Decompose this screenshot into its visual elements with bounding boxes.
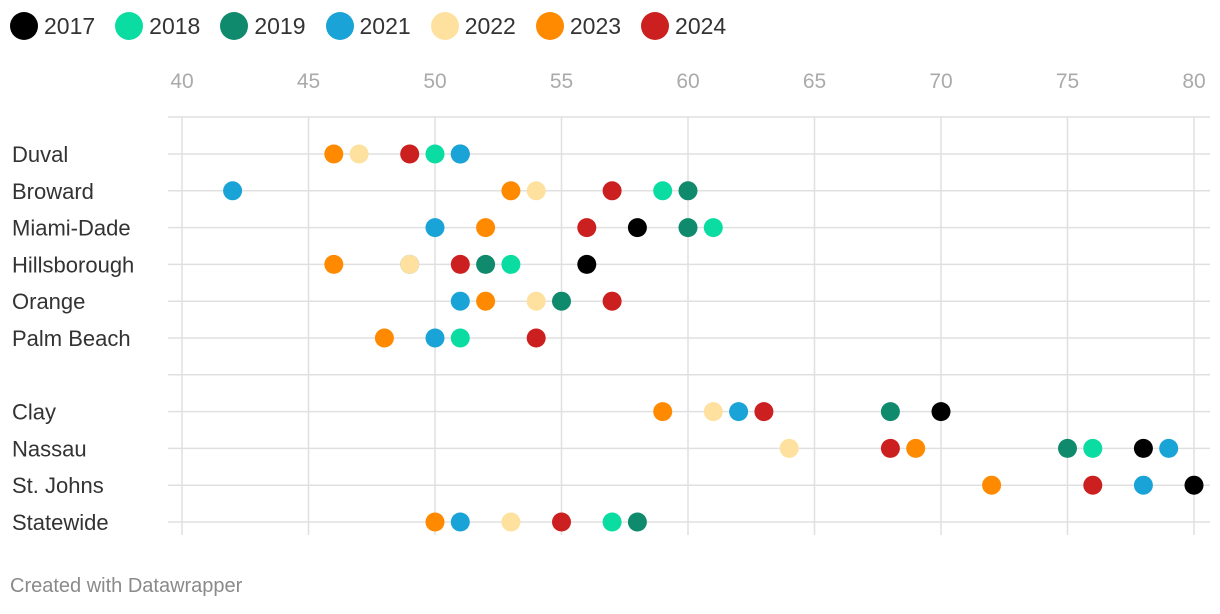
data-point-2021 xyxy=(425,328,445,348)
category-label: Broward xyxy=(12,179,94,204)
data-point-2018 xyxy=(450,328,470,348)
data-point-2018 xyxy=(1083,438,1103,458)
legend-item: 2019 xyxy=(220,12,306,40)
data-point-2021 xyxy=(1159,438,1179,458)
data-point-2017 xyxy=(1133,438,1153,458)
data-point-2019 xyxy=(476,254,496,274)
data-point-2023 xyxy=(324,254,344,274)
legend-swatch xyxy=(325,12,354,40)
data-point-2022 xyxy=(501,512,521,532)
data-point-2021 xyxy=(729,402,749,422)
x-tick-label: 80 xyxy=(1182,70,1205,93)
dot-plot-chart: 40 45 50 55 60 65 70 75 80 Duval Broward Miami-Dade… xyxy=(12,70,1210,535)
x-tick-label: 50 xyxy=(423,70,446,93)
category-label: Nassau xyxy=(12,436,87,461)
legend-swatch xyxy=(115,12,144,40)
data-point-2023 xyxy=(476,291,496,311)
legend-label: 2022 xyxy=(464,12,516,39)
legend-label: 2021 xyxy=(359,12,411,39)
data-point-2018 xyxy=(501,254,521,274)
legend-label: 2017 xyxy=(44,12,96,39)
legend-swatch xyxy=(430,12,459,40)
legend-label: 2024 xyxy=(675,12,727,39)
x-tick-label: 65 xyxy=(803,70,826,93)
legend-label: 2023 xyxy=(569,12,622,39)
data-point-2024 xyxy=(602,181,622,201)
legend-item: 2021 xyxy=(325,12,411,40)
x-tick-label: 45 xyxy=(297,70,320,93)
chart-legend: 2017 2018 2019 2021 2022 2023 2024 xyxy=(10,10,746,42)
x-tick-label: 60 xyxy=(676,70,699,93)
data-point-2022 xyxy=(400,254,420,274)
category-label: Clay xyxy=(12,400,56,425)
data-point-2017 xyxy=(627,218,647,238)
data-point-2018 xyxy=(653,181,673,201)
data-point-2021 xyxy=(450,291,470,311)
x-tick-label: 55 xyxy=(550,70,573,93)
data-point-2018 xyxy=(425,144,445,164)
data-point-2023 xyxy=(906,438,926,458)
data-point-2019 xyxy=(627,512,647,532)
data-point-2023 xyxy=(425,512,445,532)
data-point-2024 xyxy=(400,144,420,164)
data-point-2021 xyxy=(223,181,243,201)
data-point-2021 xyxy=(425,218,445,238)
data-point-2022 xyxy=(779,438,799,458)
data-point-2023 xyxy=(501,181,521,201)
data-point-2019 xyxy=(1058,438,1077,458)
category-label: Statewide xyxy=(12,510,109,535)
category-label: St. Johns xyxy=(12,473,104,498)
data-point-2024 xyxy=(577,218,597,238)
legend-item: 2022 xyxy=(430,12,516,40)
data-point-2024 xyxy=(1083,475,1103,495)
legend-label: 2019 xyxy=(254,12,306,39)
x-tick-label: 40 xyxy=(170,70,193,93)
legend-item: 2024 xyxy=(641,12,726,40)
legend-swatch xyxy=(10,12,38,40)
legend-swatch xyxy=(220,12,249,40)
footer-credit: Created with Datawrapper xyxy=(10,575,243,597)
legend-swatch xyxy=(641,12,670,40)
data-point-2024 xyxy=(526,328,546,348)
data-point-2019 xyxy=(678,181,698,201)
data-point-2018 xyxy=(703,218,723,238)
category-label: Miami-Dade xyxy=(12,216,131,241)
category-label: Orange xyxy=(12,289,85,314)
data-point-2022 xyxy=(349,144,369,164)
data-point-2024 xyxy=(450,254,470,274)
legend-item: 2018 xyxy=(115,12,200,40)
data-point-2023 xyxy=(653,402,673,422)
data-point-2021 xyxy=(450,144,470,164)
x-tick-label: 70 xyxy=(929,70,952,93)
data-point-2024 xyxy=(880,438,900,458)
data-point-2019 xyxy=(880,402,900,422)
category-label: Palm Beach xyxy=(12,326,131,351)
data-point-2021 xyxy=(450,512,470,532)
data-point-2017 xyxy=(1184,475,1204,495)
data-point-2021 xyxy=(1133,475,1153,495)
data-point-2017 xyxy=(931,402,951,422)
category-label: Duval xyxy=(12,142,68,167)
legend-item: 2017 xyxy=(10,12,95,40)
legend-label: 2018 xyxy=(149,12,201,39)
data-point-2024 xyxy=(602,291,622,311)
data-point-2018 xyxy=(602,512,622,532)
data-point-2023 xyxy=(476,218,496,238)
data-point-2024 xyxy=(754,402,774,422)
legend-item: 2023 xyxy=(535,12,622,40)
data-point-2019 xyxy=(678,218,698,238)
data-point-2022 xyxy=(526,181,546,201)
data-point-2023 xyxy=(374,328,394,348)
data-point-2022 xyxy=(526,291,546,311)
data-point-2023 xyxy=(324,144,344,164)
legend-swatch xyxy=(535,12,564,40)
data-point-2017 xyxy=(577,254,597,274)
data-point-2019 xyxy=(552,291,571,311)
category-label: Hillsborough xyxy=(12,252,134,277)
data-point-2024 xyxy=(552,512,571,532)
x-tick-label: 75 xyxy=(1056,70,1079,93)
data-point-2022 xyxy=(703,402,723,422)
data-point-2023 xyxy=(982,475,1002,495)
